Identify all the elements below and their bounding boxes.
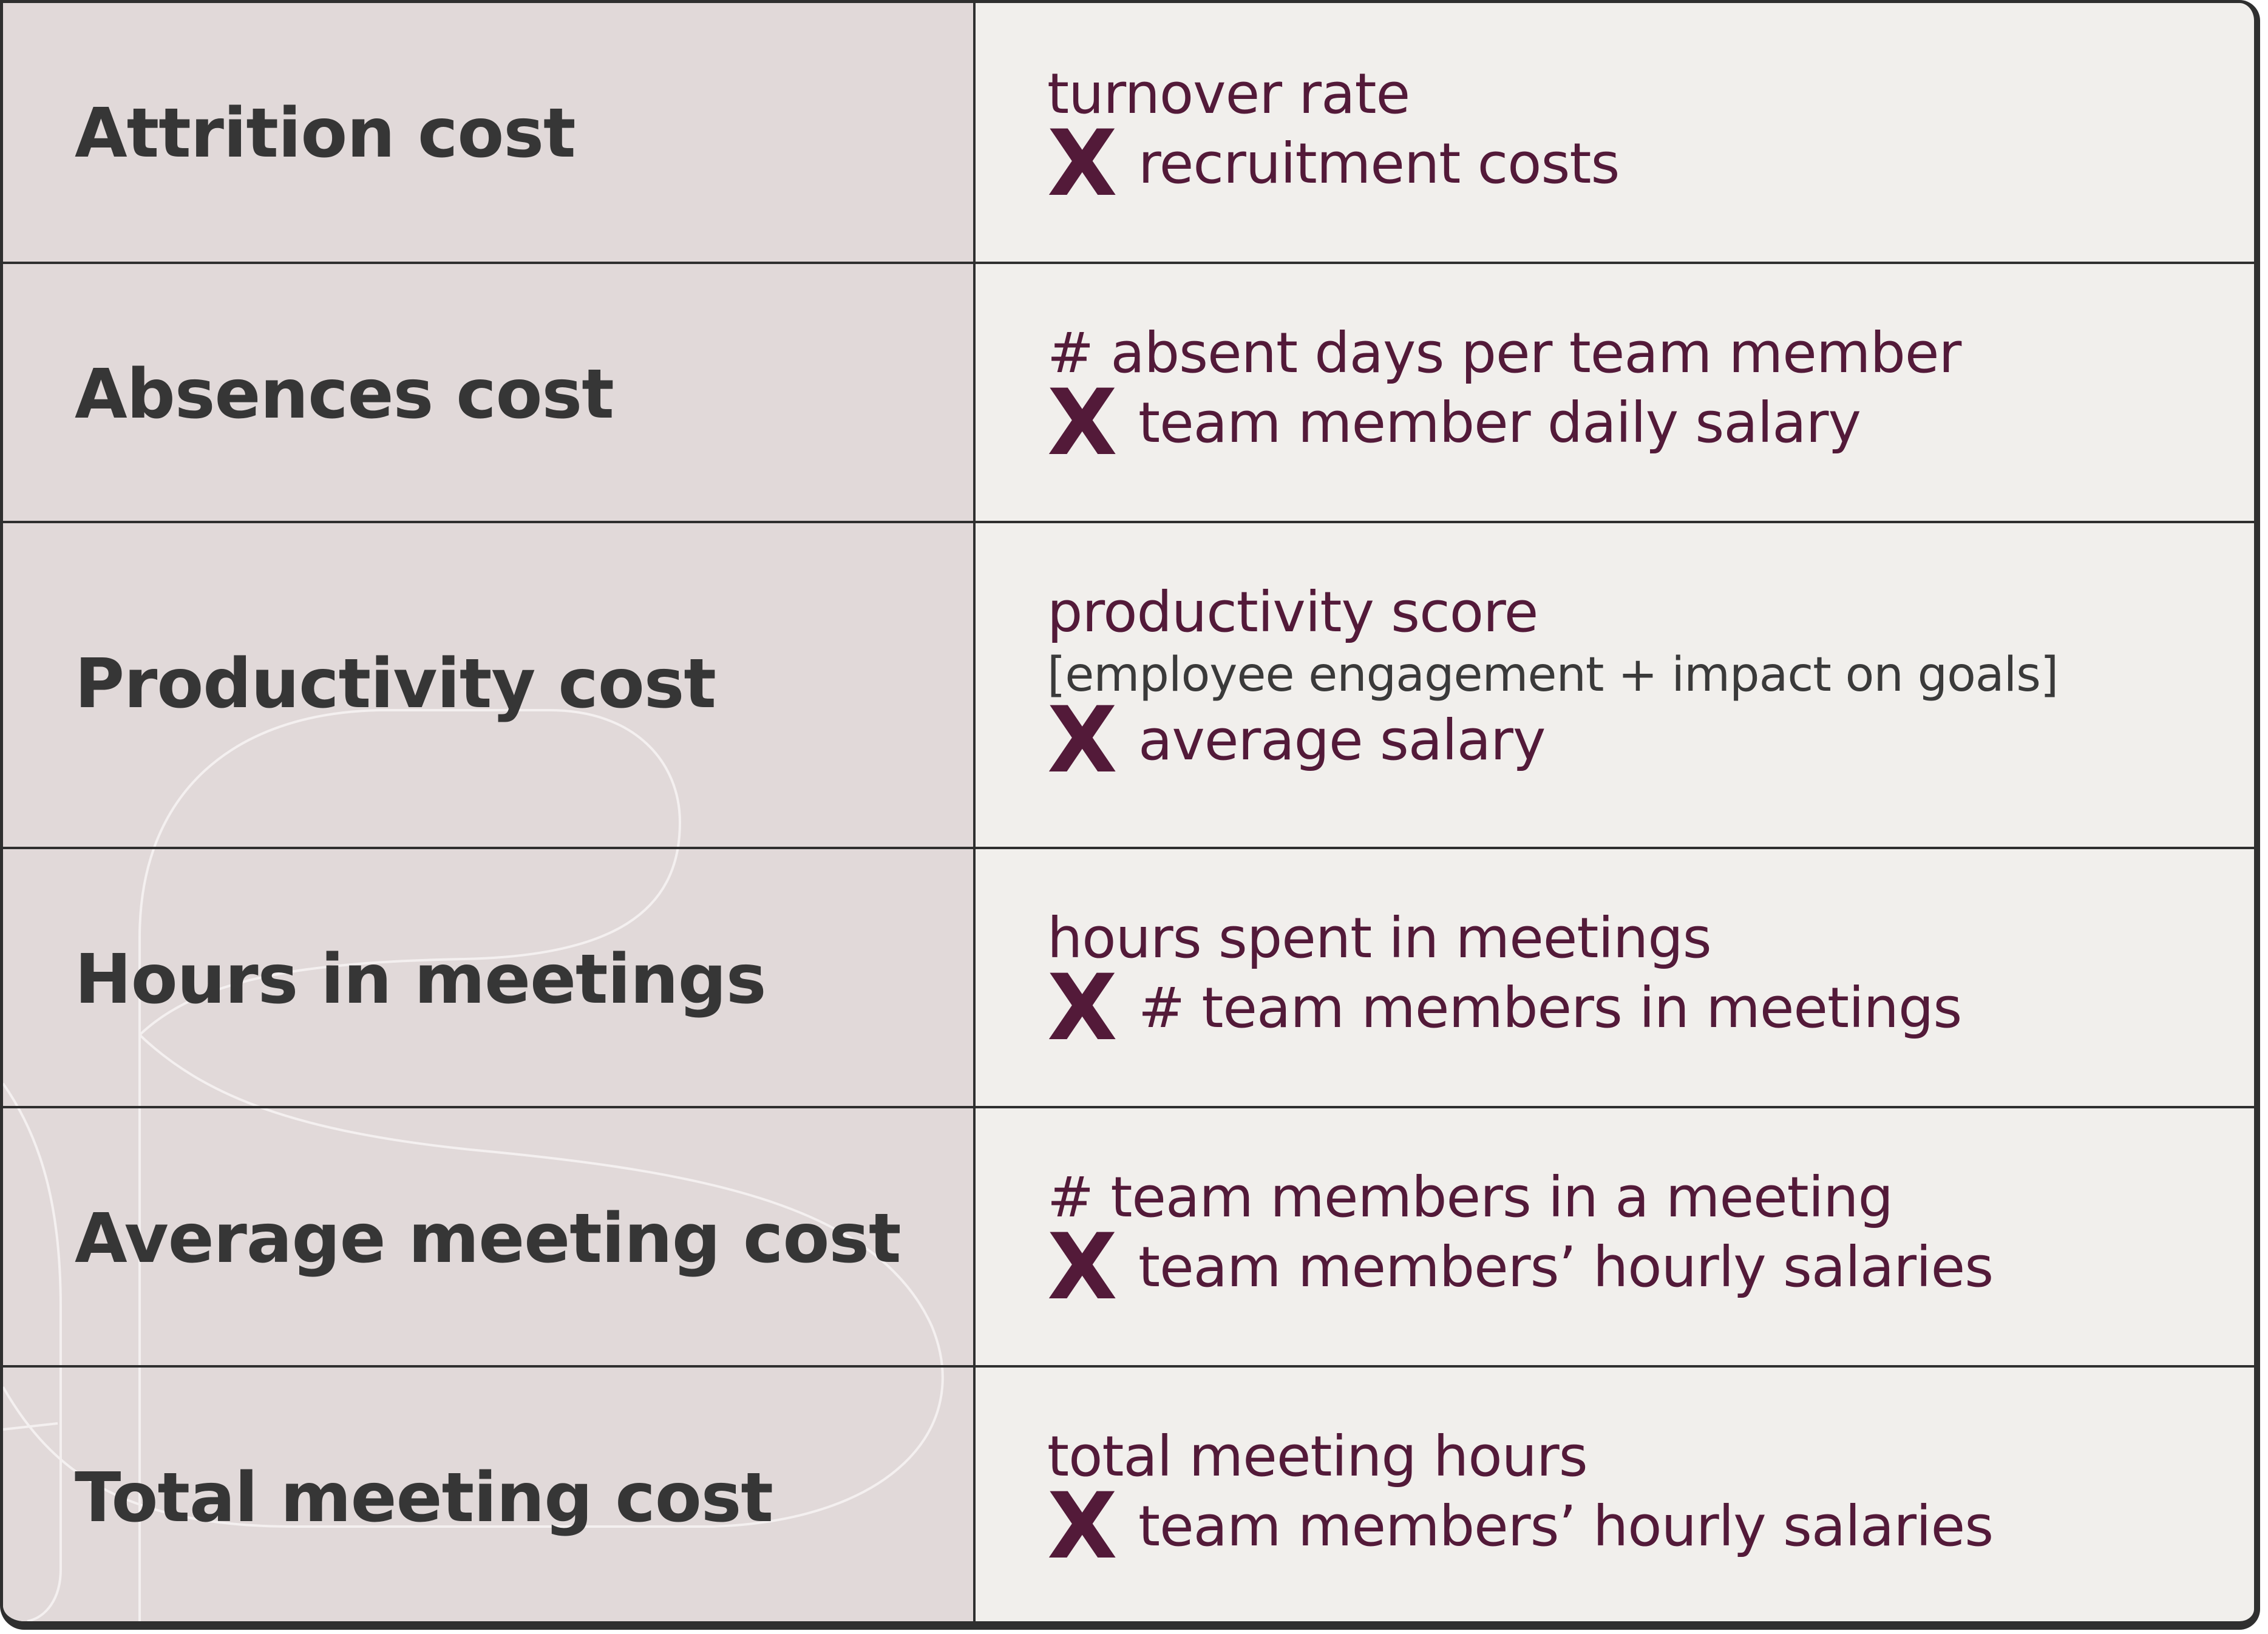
- row-divider: [3, 521, 2254, 523]
- formula-first-term: # absent days per team member: [1047, 320, 1961, 385]
- table-row: Average meeting cost # team members in a…: [3, 1108, 2254, 1365]
- table-row: Attrition cost turnover rate X recruitme…: [3, 3, 2254, 262]
- row-divider: [3, 1365, 2254, 1368]
- formula: total meeting hours X team members’ hour…: [1047, 1423, 1994, 1579]
- table-row: Absences cost # absent days per team mem…: [3, 264, 2254, 521]
- formula-second-line: X # team members in meetings: [1047, 955, 1962, 1061]
- formula-second-term: team members’ hourly salaries: [1138, 1494, 1994, 1559]
- column-divider: [973, 3, 976, 1621]
- formula: # team members in a meeting X team membe…: [1047, 1164, 1994, 1320]
- formula: hours spent in meetings X # team members…: [1047, 905, 1962, 1061]
- formula-second-line: X average salary: [1047, 688, 2058, 793]
- formula-first-term: hours spent in meetings: [1047, 906, 1712, 971]
- table-row: Total meeting cost total meeting hours X…: [3, 1368, 2254, 1621]
- multiply-operator: X: [1047, 1474, 1118, 1579]
- metric-label: Hours in meetings: [75, 940, 767, 1019]
- formula-first-term: productivity score: [1047, 580, 1538, 645]
- formula-second-line: X team member daily salary: [1047, 370, 1961, 476]
- row-divider: [3, 1106, 2254, 1108]
- formula: # absent days per team member X team mem…: [1047, 320, 1961, 476]
- formula: productivity score [employee engagement …: [1047, 579, 2059, 793]
- metric-label: Average meeting cost: [75, 1199, 901, 1278]
- multiply-operator: X: [1047, 688, 1118, 793]
- multiply-operator: X: [1047, 1215, 1118, 1320]
- formula-second-term: recruitment costs: [1138, 131, 1620, 196]
- formula-first-term: turnover rate: [1047, 61, 1410, 126]
- formula-first-term: total meeting hours: [1047, 1424, 1588, 1489]
- metric-label: Productivity cost: [75, 645, 716, 724]
- formula-second-line: X recruitment costs: [1047, 111, 1620, 217]
- formula-second-term: team members’ hourly salaries: [1138, 1235, 1994, 1300]
- multiply-operator: X: [1047, 111, 1118, 217]
- formula-second-line: X team members’ hourly salaries: [1047, 1474, 1994, 1579]
- metric-label: Absences cost: [75, 355, 614, 434]
- formula-second-line: X team members’ hourly salaries: [1047, 1215, 1994, 1320]
- formula-second-term: # team members in meetings: [1138, 975, 1962, 1040]
- multiply-operator: X: [1047, 955, 1118, 1061]
- formula-note: [employee engagement + impact on goals]: [1047, 648, 2059, 702]
- table-row: Productivity cost productivity score [em…: [3, 523, 2254, 847]
- row-divider: [3, 847, 2254, 849]
- formula: turnover rate X recruitment costs: [1047, 61, 1620, 217]
- multiply-operator: X: [1047, 370, 1118, 476]
- metric-label: Total meeting cost: [75, 1459, 773, 1537]
- row-divider: [3, 262, 2254, 264]
- formula-first-term: # team members in a meeting: [1047, 1165, 1893, 1230]
- formula-second-term: average salary: [1138, 708, 1546, 773]
- metric-label: Attrition cost: [75, 94, 576, 173]
- table-row: Hours in meetings hours spent in meeting…: [3, 849, 2254, 1106]
- formula-second-term: team member daily salary: [1138, 390, 1861, 455]
